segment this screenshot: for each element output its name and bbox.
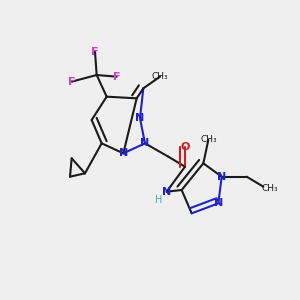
Text: N: N xyxy=(135,113,145,123)
Text: O: O xyxy=(180,142,190,152)
Text: N: N xyxy=(162,187,171,197)
Text: F: F xyxy=(113,72,120,82)
Text: H: H xyxy=(154,195,162,205)
Text: CH₃: CH₃ xyxy=(200,136,217,145)
Text: N: N xyxy=(119,148,128,158)
Text: N: N xyxy=(214,198,223,208)
Text: F: F xyxy=(91,47,99,57)
Text: CH₃: CH₃ xyxy=(262,184,278,193)
Text: N: N xyxy=(140,138,150,148)
Text: CH₃: CH₃ xyxy=(152,72,168,81)
Text: F: F xyxy=(68,77,75,87)
Text: N: N xyxy=(217,172,226,182)
